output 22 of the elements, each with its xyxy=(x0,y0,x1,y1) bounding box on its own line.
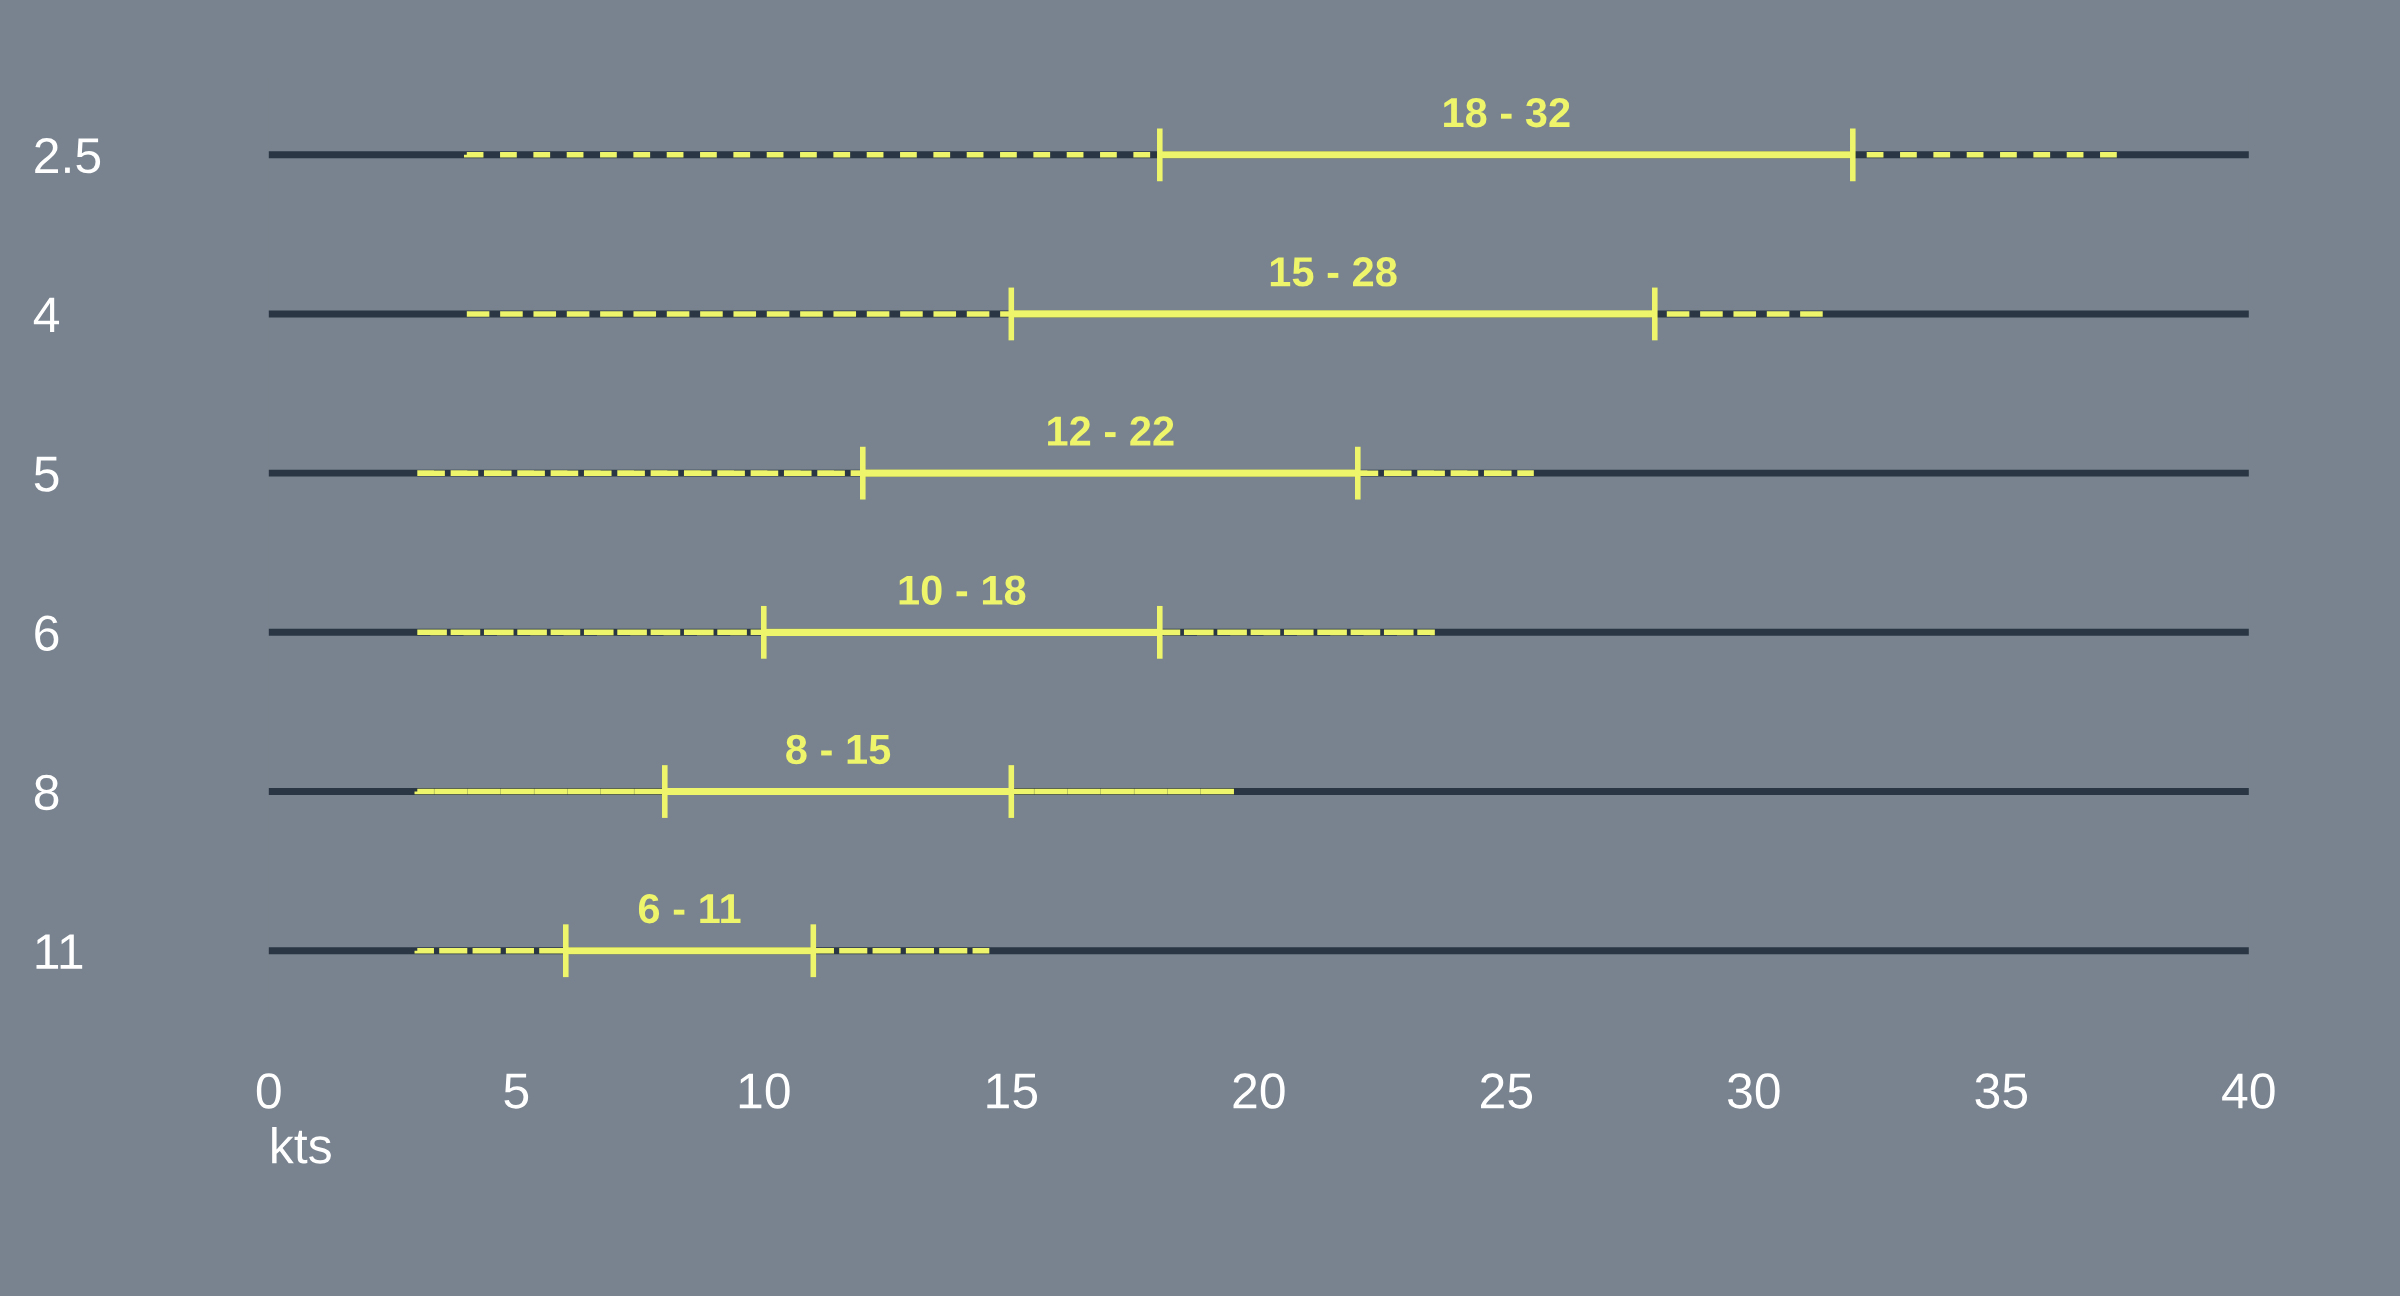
x-tick-label: 25 xyxy=(1481,1073,1533,1109)
annotation: 6 - 11 xyxy=(638,893,741,924)
x-tick-label: 10 xyxy=(739,1073,790,1109)
annotation: 8 - 15 xyxy=(786,734,891,765)
y-tick-label: 5 xyxy=(34,456,59,492)
x-tick-label: 20 xyxy=(1233,1073,1285,1109)
annotation: 12 - 22 xyxy=(1048,416,1174,446)
x-tick-label: 15 xyxy=(987,1073,1038,1109)
y-tick-label: 4 xyxy=(33,297,60,333)
y-tick-label: 11 xyxy=(36,934,83,969)
y-tick-label: 8 xyxy=(34,774,59,811)
annotation: 15 - 28 xyxy=(1270,257,1397,287)
x-tick-label: 30 xyxy=(1727,1073,1780,1109)
y-tick-label: 6 xyxy=(35,615,59,651)
x-tick-label: 5 xyxy=(504,1073,529,1109)
x-tick-label: 35 xyxy=(1975,1073,2028,1109)
annotation: 18 - 32 xyxy=(1444,97,1570,128)
x-axis-title: kts xyxy=(272,1126,331,1164)
y-tick-label: 2.5 xyxy=(35,137,101,174)
annotation: 10 - 18 xyxy=(899,575,1026,605)
x-tick-label: 0 xyxy=(256,1073,281,1109)
x-tick-label: 40 xyxy=(2222,1073,2275,1109)
